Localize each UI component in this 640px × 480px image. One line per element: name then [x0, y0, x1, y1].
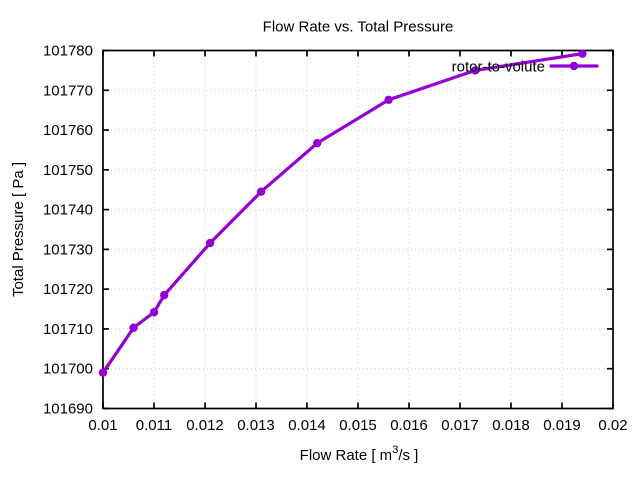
x-tick-label: 0.019: [543, 417, 581, 434]
x-tick-label: 0.016: [390, 417, 428, 434]
x-tick-label: 0.018: [492, 417, 530, 434]
x-tick-label: 0.012: [186, 417, 224, 434]
y-tick-label: 101720: [43, 281, 93, 298]
x-tick-label: 0.017: [441, 417, 479, 434]
series-line: [101, 52, 584, 375]
series-rotor-to-volute: [98, 49, 587, 377]
tick-labels: 0.01 0.011 0.012 0.013 0.014 0.015 0.016 0.017 0…: [43, 43, 628, 435]
legend-label: rotor-to-volute: [452, 59, 545, 76]
x-tick-label: 0.01: [88, 417, 117, 434]
x-tick-label: 0.011: [136, 417, 172, 434]
y-tick-label: 101710: [43, 321, 93, 338]
data-point-marker: [384, 95, 393, 105]
y-tick-label: 101770: [43, 82, 93, 99]
axis-ticks: [102, 49, 614, 410]
data-point-marker: [578, 49, 587, 58]
y-tick-label: 101750: [43, 162, 93, 179]
x-tick-label: 0.013: [237, 417, 275, 434]
x-axis-label-prefix: Flow Rate [ m: [300, 447, 393, 464]
grid: [103, 50, 613, 409]
data-point-marker: [160, 290, 169, 300]
data-point-marker: [205, 238, 215, 248]
x-axis-label-superscript: 3: [392, 444, 398, 456]
data-point-marker: [149, 308, 159, 317]
y-tick-label: 101730: [43, 241, 93, 258]
data-point-marker: [98, 368, 108, 377]
data-point-marker: [471, 66, 480, 75]
y-axis-label: Total Pressure [ Pa ]: [10, 162, 27, 297]
y-tick-label: 101760: [43, 122, 93, 139]
data-point-marker: [129, 323, 138, 332]
data-point-marker: [313, 138, 322, 148]
legend-sample: [549, 61, 599, 71]
data-point-marker: [256, 187, 266, 196]
x-tick-label: 0.014: [288, 417, 326, 434]
y-tick-label: 101690: [43, 401, 93, 418]
x-tick-label: 0.02: [598, 417, 627, 434]
y-tick-label: 101740: [43, 202, 93, 219]
chart-title: Flow Rate vs. Total Pressure: [263, 19, 454, 36]
y-tick-label: 101700: [43, 361, 93, 378]
y-tick-label: 101780: [43, 43, 93, 60]
legend-sample-marker: [569, 61, 579, 71]
x-axis-label-suffix: /s ]: [398, 447, 418, 464]
x-axis-label: Flow Rate [ m3/s ]: [300, 444, 419, 464]
legend: rotor-to-volute: [452, 59, 599, 76]
x-tick-label: 0.015: [339, 417, 377, 434]
